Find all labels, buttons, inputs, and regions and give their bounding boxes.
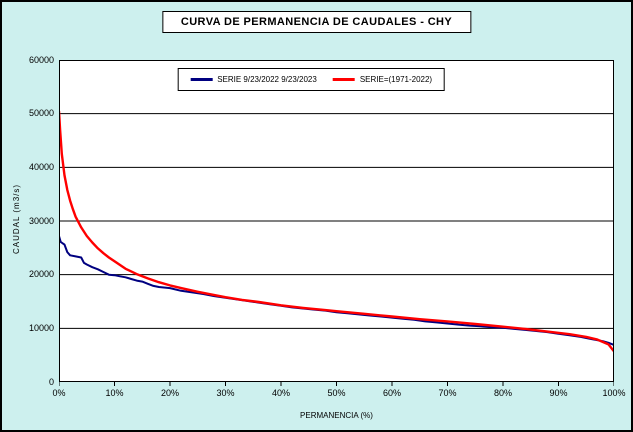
- series-line-2: [59, 110, 614, 353]
- legend-label-serie-historic: SERIE=(1971-2022): [359, 75, 433, 84]
- x-tick-label: 10%: [105, 388, 124, 398]
- y-tick-label: 50000: [28, 108, 54, 119]
- x-tick-label: 90%: [549, 388, 568, 398]
- y-tick-label: 30000: [28, 215, 54, 226]
- legend-item-serie-historic: SERIE=(1971-2022): [332, 75, 433, 84]
- legend-line-navy-icon: [190, 78, 213, 81]
- legend-line-red-icon: [332, 78, 355, 81]
- legend: SERIE 9/23/2022 9/23/2023 SERIE=(1971-20…: [177, 68, 446, 91]
- x-axis-title: PERMANENCIA (%): [300, 411, 373, 420]
- x-tick-label: 20%: [160, 388, 179, 398]
- x-tick-label: 70%: [438, 388, 457, 398]
- x-tick-label: 0%: [52, 388, 66, 398]
- x-tick-label: 50%: [327, 388, 346, 398]
- legend-item-serie-current: SERIE 9/23/2022 9/23/2023: [190, 75, 317, 84]
- chart-title: CURVA DE PERMANENCIA DE CAUDALES - CHY: [180, 16, 453, 28]
- y-tick-label: 20000: [28, 269, 54, 280]
- x-tick-label: 30%: [216, 388, 235, 398]
- x-tick-label: 40%: [271, 388, 290, 398]
- y-tick-label: 0: [48, 376, 54, 387]
- x-tick-label: 80%: [493, 388, 512, 398]
- y-tick-label: 10000: [28, 322, 54, 333]
- plot-border: [59, 60, 614, 382]
- chart-title-box: CURVA DE PERMANENCIA DE CAUDALES - CHY: [161, 11, 472, 33]
- y-tick-label: 60000: [28, 54, 54, 65]
- legend-label-serie-current: SERIE 9/23/2022 9/23/2023: [217, 75, 317, 84]
- x-tick-label: 100%: [602, 388, 626, 398]
- plot-area: [59, 60, 614, 386]
- x-tick-label: 60%: [382, 388, 401, 398]
- y-tick-label: 40000: [28, 161, 54, 172]
